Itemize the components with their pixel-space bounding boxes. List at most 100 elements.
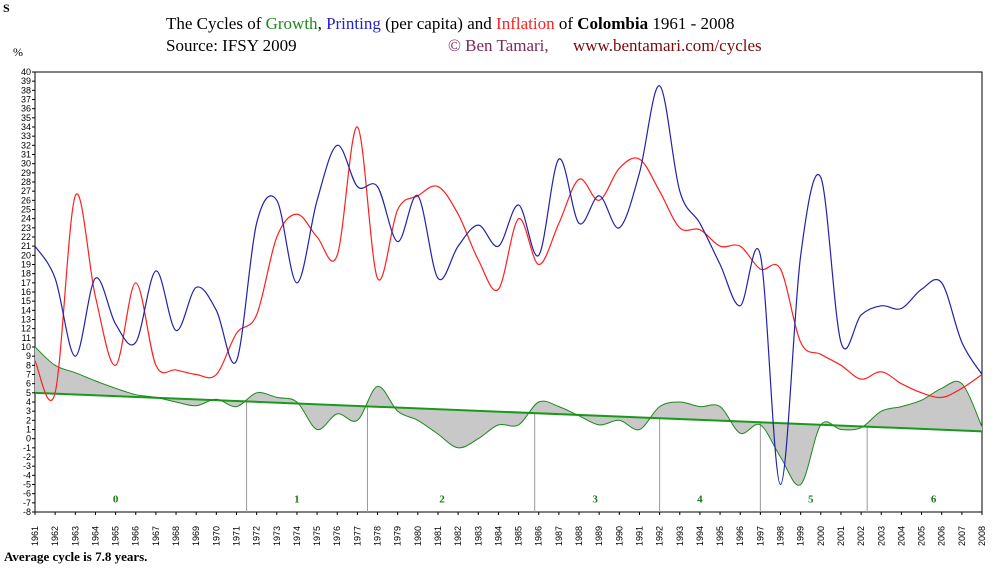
x-tick-label: 1966 bbox=[131, 526, 141, 546]
y-tick-label: -4 bbox=[23, 470, 31, 480]
x-tick-label: 1978 bbox=[373, 526, 383, 546]
y-tick-label: 2 bbox=[26, 415, 31, 425]
x-tick-label: 2004 bbox=[896, 526, 906, 546]
y-tick-label: 12 bbox=[21, 324, 31, 334]
x-tick-label: 1977 bbox=[352, 526, 362, 546]
x-tick-label: 1984 bbox=[493, 526, 503, 546]
x-tick-label: 1967 bbox=[151, 526, 161, 546]
y-tick-label: -6 bbox=[23, 489, 31, 499]
y-tick-label: 13 bbox=[21, 315, 31, 325]
x-tick-label: 1973 bbox=[272, 526, 282, 546]
y-tick-label: -2 bbox=[23, 452, 31, 462]
x-tick-label: 2001 bbox=[836, 526, 846, 546]
y-tick-label: 19 bbox=[21, 260, 31, 270]
y-tick-label: 10 bbox=[21, 342, 31, 352]
x-tick-label: 1983 bbox=[473, 526, 483, 546]
cycle-label: 5 bbox=[808, 493, 814, 505]
x-tick-label: 2008 bbox=[977, 526, 987, 546]
y-tick-label: -1 bbox=[23, 443, 31, 453]
x-tick-label: 1980 bbox=[413, 526, 423, 546]
y-tick-label: 29 bbox=[21, 168, 31, 178]
x-tick-label: 1972 bbox=[252, 526, 262, 546]
y-tick-label: 16 bbox=[21, 287, 31, 297]
cycle-label: 0 bbox=[113, 493, 119, 505]
printing-series-line bbox=[34, 85, 983, 486]
y-tick-label: 17 bbox=[21, 278, 31, 288]
y-tick-label: 28 bbox=[21, 177, 31, 187]
x-tick-label: 2006 bbox=[937, 526, 947, 546]
y-tick-label: 0 bbox=[26, 434, 31, 444]
x-tick-label: 2000 bbox=[816, 526, 826, 546]
y-tick-label: 15 bbox=[21, 296, 31, 306]
x-tick-label: 1999 bbox=[796, 526, 806, 546]
x-tick-label: 1992 bbox=[655, 526, 665, 546]
x-tick-label: 1995 bbox=[715, 526, 725, 546]
growth-deviation-fill bbox=[35, 347, 982, 486]
x-tick-label: 1971 bbox=[231, 526, 241, 546]
y-tick-label: 22 bbox=[21, 232, 31, 242]
plot-frame bbox=[34, 71, 983, 513]
website-link[interactable]: www.bentamari.com/cycles bbox=[573, 36, 762, 55]
y-tick-label: 4 bbox=[26, 397, 31, 407]
y-tick-label: 8 bbox=[26, 360, 31, 370]
y-tick-label: -3 bbox=[23, 461, 31, 471]
y-tick-label: 11 bbox=[22, 333, 31, 343]
growth-trend-line bbox=[34, 391, 983, 433]
y-tick-label: 14 bbox=[21, 305, 31, 315]
cycle-label: 1 bbox=[294, 493, 300, 505]
x-tick-label: 1968 bbox=[171, 526, 181, 546]
y-tick-label: 25 bbox=[21, 205, 31, 215]
y-tick-label: 18 bbox=[21, 269, 31, 279]
y-tick-label: 23 bbox=[21, 223, 31, 233]
y-tick-label: 37 bbox=[21, 95, 31, 105]
y-tick-label: 24 bbox=[21, 214, 31, 224]
y-tick-label: 40 bbox=[21, 67, 31, 77]
y-tick-label: 33 bbox=[21, 131, 31, 141]
x-tick-label: 1997 bbox=[755, 526, 765, 546]
source-label: Source: IFSY 2009 bbox=[166, 36, 297, 55]
y-tick-label: 20 bbox=[21, 250, 31, 260]
y-tick-label: 27 bbox=[21, 186, 31, 196]
x-tick-label: 1976 bbox=[332, 526, 342, 546]
plot-area: -8-7-6-5-4-3-2-1012345678910111213141516… bbox=[21, 67, 987, 546]
y-tick-label: 26 bbox=[21, 195, 31, 205]
x-tick-label: 1993 bbox=[675, 526, 685, 546]
x-tick-label: 1961 bbox=[30, 526, 40, 546]
average-cycle-note: Average cycle is 7.8 years. bbox=[4, 549, 148, 564]
inflation-series-line bbox=[34, 126, 983, 402]
x-tick-label: 1981 bbox=[433, 526, 443, 546]
x-tick-label: 1962 bbox=[50, 526, 60, 546]
x-tick-label: 2003 bbox=[876, 526, 886, 546]
y-tick-label: 34 bbox=[21, 122, 31, 132]
corner-label: S bbox=[3, 1, 10, 15]
x-tick-label: 1985 bbox=[514, 526, 524, 546]
x-tick-label: 1987 bbox=[554, 526, 564, 546]
x-tick-label: 1975 bbox=[312, 526, 322, 546]
y-tick-label: 36 bbox=[21, 104, 31, 114]
x-tick-label: 1996 bbox=[735, 526, 745, 546]
x-tick-label: 1974 bbox=[292, 526, 302, 546]
cycle-label: 2 bbox=[439, 493, 445, 505]
y-tick-label: -7 bbox=[23, 498, 31, 508]
y-tick-label: 39 bbox=[21, 76, 31, 86]
cycle-label: 3 bbox=[592, 493, 598, 505]
x-tick-label: 1963 bbox=[70, 526, 80, 546]
author-credit: © Ben Tamari, bbox=[448, 36, 549, 55]
x-tick-label: 1998 bbox=[776, 526, 786, 546]
x-tick-label: 1994 bbox=[695, 526, 705, 546]
y-tick-label: 30 bbox=[21, 159, 31, 169]
y-tick-label: 21 bbox=[21, 241, 31, 251]
y-tick-label: 31 bbox=[21, 150, 31, 160]
x-tick-label: 2002 bbox=[856, 526, 866, 546]
x-tick-label: 1964 bbox=[90, 526, 100, 546]
y-tick-label: -8 bbox=[23, 507, 31, 517]
unit-label: % bbox=[13, 45, 23, 59]
x-tick-label: 1989 bbox=[594, 526, 604, 546]
y-tick-label: -5 bbox=[23, 480, 31, 490]
x-tick-label: 1979 bbox=[393, 526, 403, 546]
chart-title: The Cycles of Growth, Printing (per capi… bbox=[166, 14, 735, 33]
y-tick-label: 1 bbox=[26, 425, 31, 435]
growth-series-line bbox=[34, 346, 983, 486]
cycle-label: 6 bbox=[931, 493, 937, 505]
